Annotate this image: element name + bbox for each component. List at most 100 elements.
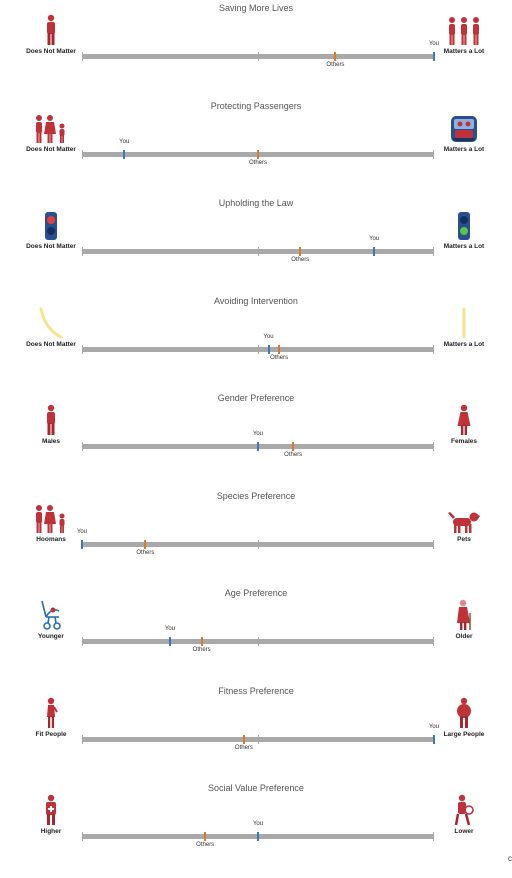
preference-row: Species Preference Hoomans Pets You Others (0, 488, 512, 586)
others-marker-label: Others (284, 452, 303, 458)
single-person-icon (11, 10, 91, 46)
preference-track: You Others (82, 236, 434, 263)
you-marker-label: You (252, 821, 264, 827)
right-end: Matters a Lot (424, 205, 504, 250)
preference-title: Fitness Preference (218, 685, 294, 696)
left-end: Does Not Matter (11, 205, 91, 250)
track-tick (433, 149, 434, 159)
track-tick (433, 539, 434, 549)
doctor-icon (11, 790, 91, 826)
track-tick (82, 52, 83, 61)
preference-row: Upholding the Law Does Not Matter Matter… (0, 195, 512, 293)
track-tick (82, 637, 83, 646)
track-tick (258, 539, 259, 549)
right-end-label: Matters a Lot (443, 48, 485, 55)
you-marker (433, 52, 435, 61)
others-marker-label: Others (234, 744, 253, 751)
dog-icon (424, 498, 504, 534)
right-end: Matters a Lot (424, 10, 504, 55)
red-traffic-light-icon (11, 205, 91, 241)
you-marker-label: You (428, 723, 440, 730)
you-marker (123, 149, 126, 159)
left-end: Does Not Matter (11, 303, 91, 348)
left-end: Hoomans (11, 498, 91, 543)
right-end: Pets (424, 498, 504, 543)
track-tick (258, 52, 259, 61)
elderly-person-icon (424, 595, 504, 631)
preference-track: You Others (82, 626, 434, 653)
others-marker-label: Others (248, 159, 268, 166)
left-end-label: Males (41, 438, 61, 445)
curved-path-icon (11, 303, 91, 339)
you-marker (169, 637, 171, 646)
you-marker-label: You (369, 236, 380, 242)
you-marker (267, 344, 270, 354)
male-icon (11, 400, 91, 436)
left-end-label: Younger (38, 633, 64, 640)
fit-person-icon (11, 693, 91, 729)
track-tick (258, 247, 259, 256)
right-end: Lower (424, 790, 504, 835)
left-end-label: Higher (40, 828, 62, 835)
large-person-icon (424, 693, 504, 729)
others-marker (278, 344, 281, 354)
preference-title: Protecting Passengers (210, 100, 302, 111)
track-tick (82, 442, 83, 451)
left-end-label: Fit People (35, 730, 67, 738)
preference-track: You Others (77, 529, 434, 556)
others-marker (200, 637, 203, 646)
right-end-label: Matters a Lot (443, 145, 485, 153)
track-tick (82, 344, 83, 354)
track-tick (258, 734, 259, 744)
track-tick (258, 637, 259, 646)
you-marker-label: You (76, 528, 88, 535)
left-end: Higher (11, 790, 91, 835)
left-end: Does Not Matter (11, 10, 91, 55)
preference-title: Upholding the Law (218, 198, 294, 208)
track-tick (82, 247, 83, 256)
track-tick (433, 442, 434, 451)
others-marker (242, 734, 245, 744)
others-marker (204, 832, 207, 841)
right-end-label: Females (450, 438, 478, 445)
others-marker (299, 247, 302, 256)
preference-row: Social Value Preference Higher Lower You O… (0, 780, 512, 878)
preference-track: You Others (82, 431, 434, 458)
others-marker (334, 52, 337, 61)
preference-row: Gender Preference Males Females You Others (0, 390, 512, 488)
you-marker-label: You (164, 626, 176, 632)
right-end-label: Pets (457, 535, 471, 543)
right-end: Large People (424, 693, 504, 738)
right-end: Older (424, 595, 504, 640)
preference-row: Protecting Passengers Does Not Matter Ma… (0, 98, 512, 196)
car-passengers-icon (424, 108, 504, 144)
straight-path-icon (424, 303, 504, 339)
criminal-icon (424, 790, 504, 826)
right-end-label: Older (455, 633, 473, 640)
left-end: Fit People (11, 693, 91, 738)
left-end-label: Does Not Matter (26, 340, 76, 348)
left-end: Younger (11, 595, 91, 640)
left-end: Males (11, 400, 91, 445)
preference-title: Saving More Lives (218, 3, 294, 13)
right-end-label: Large People (443, 730, 485, 738)
others-marker-label: Others (326, 62, 345, 68)
track-tick (433, 832, 434, 841)
others-marker (292, 442, 295, 451)
you-marker-label: You (119, 138, 130, 145)
preference-title: Social Value Preference (208, 783, 304, 793)
preference-track: You Others (82, 139, 434, 166)
track-tick (433, 637, 434, 646)
preference-track: You Others (82, 724, 439, 751)
others-marker-label: Others (136, 549, 155, 556)
you-marker (373, 247, 376, 256)
humans-group-icon (11, 498, 91, 534)
track-tick (82, 149, 83, 159)
others-marker-label: Others (291, 257, 310, 263)
right-end-label: Matters a Lot (443, 243, 485, 250)
left-end-label: Does Not Matter (26, 243, 76, 250)
track-tick (258, 344, 259, 354)
preference-title: Gender Preference (217, 393, 295, 403)
track-tick (82, 832, 83, 841)
you-marker-label: You (263, 333, 274, 340)
